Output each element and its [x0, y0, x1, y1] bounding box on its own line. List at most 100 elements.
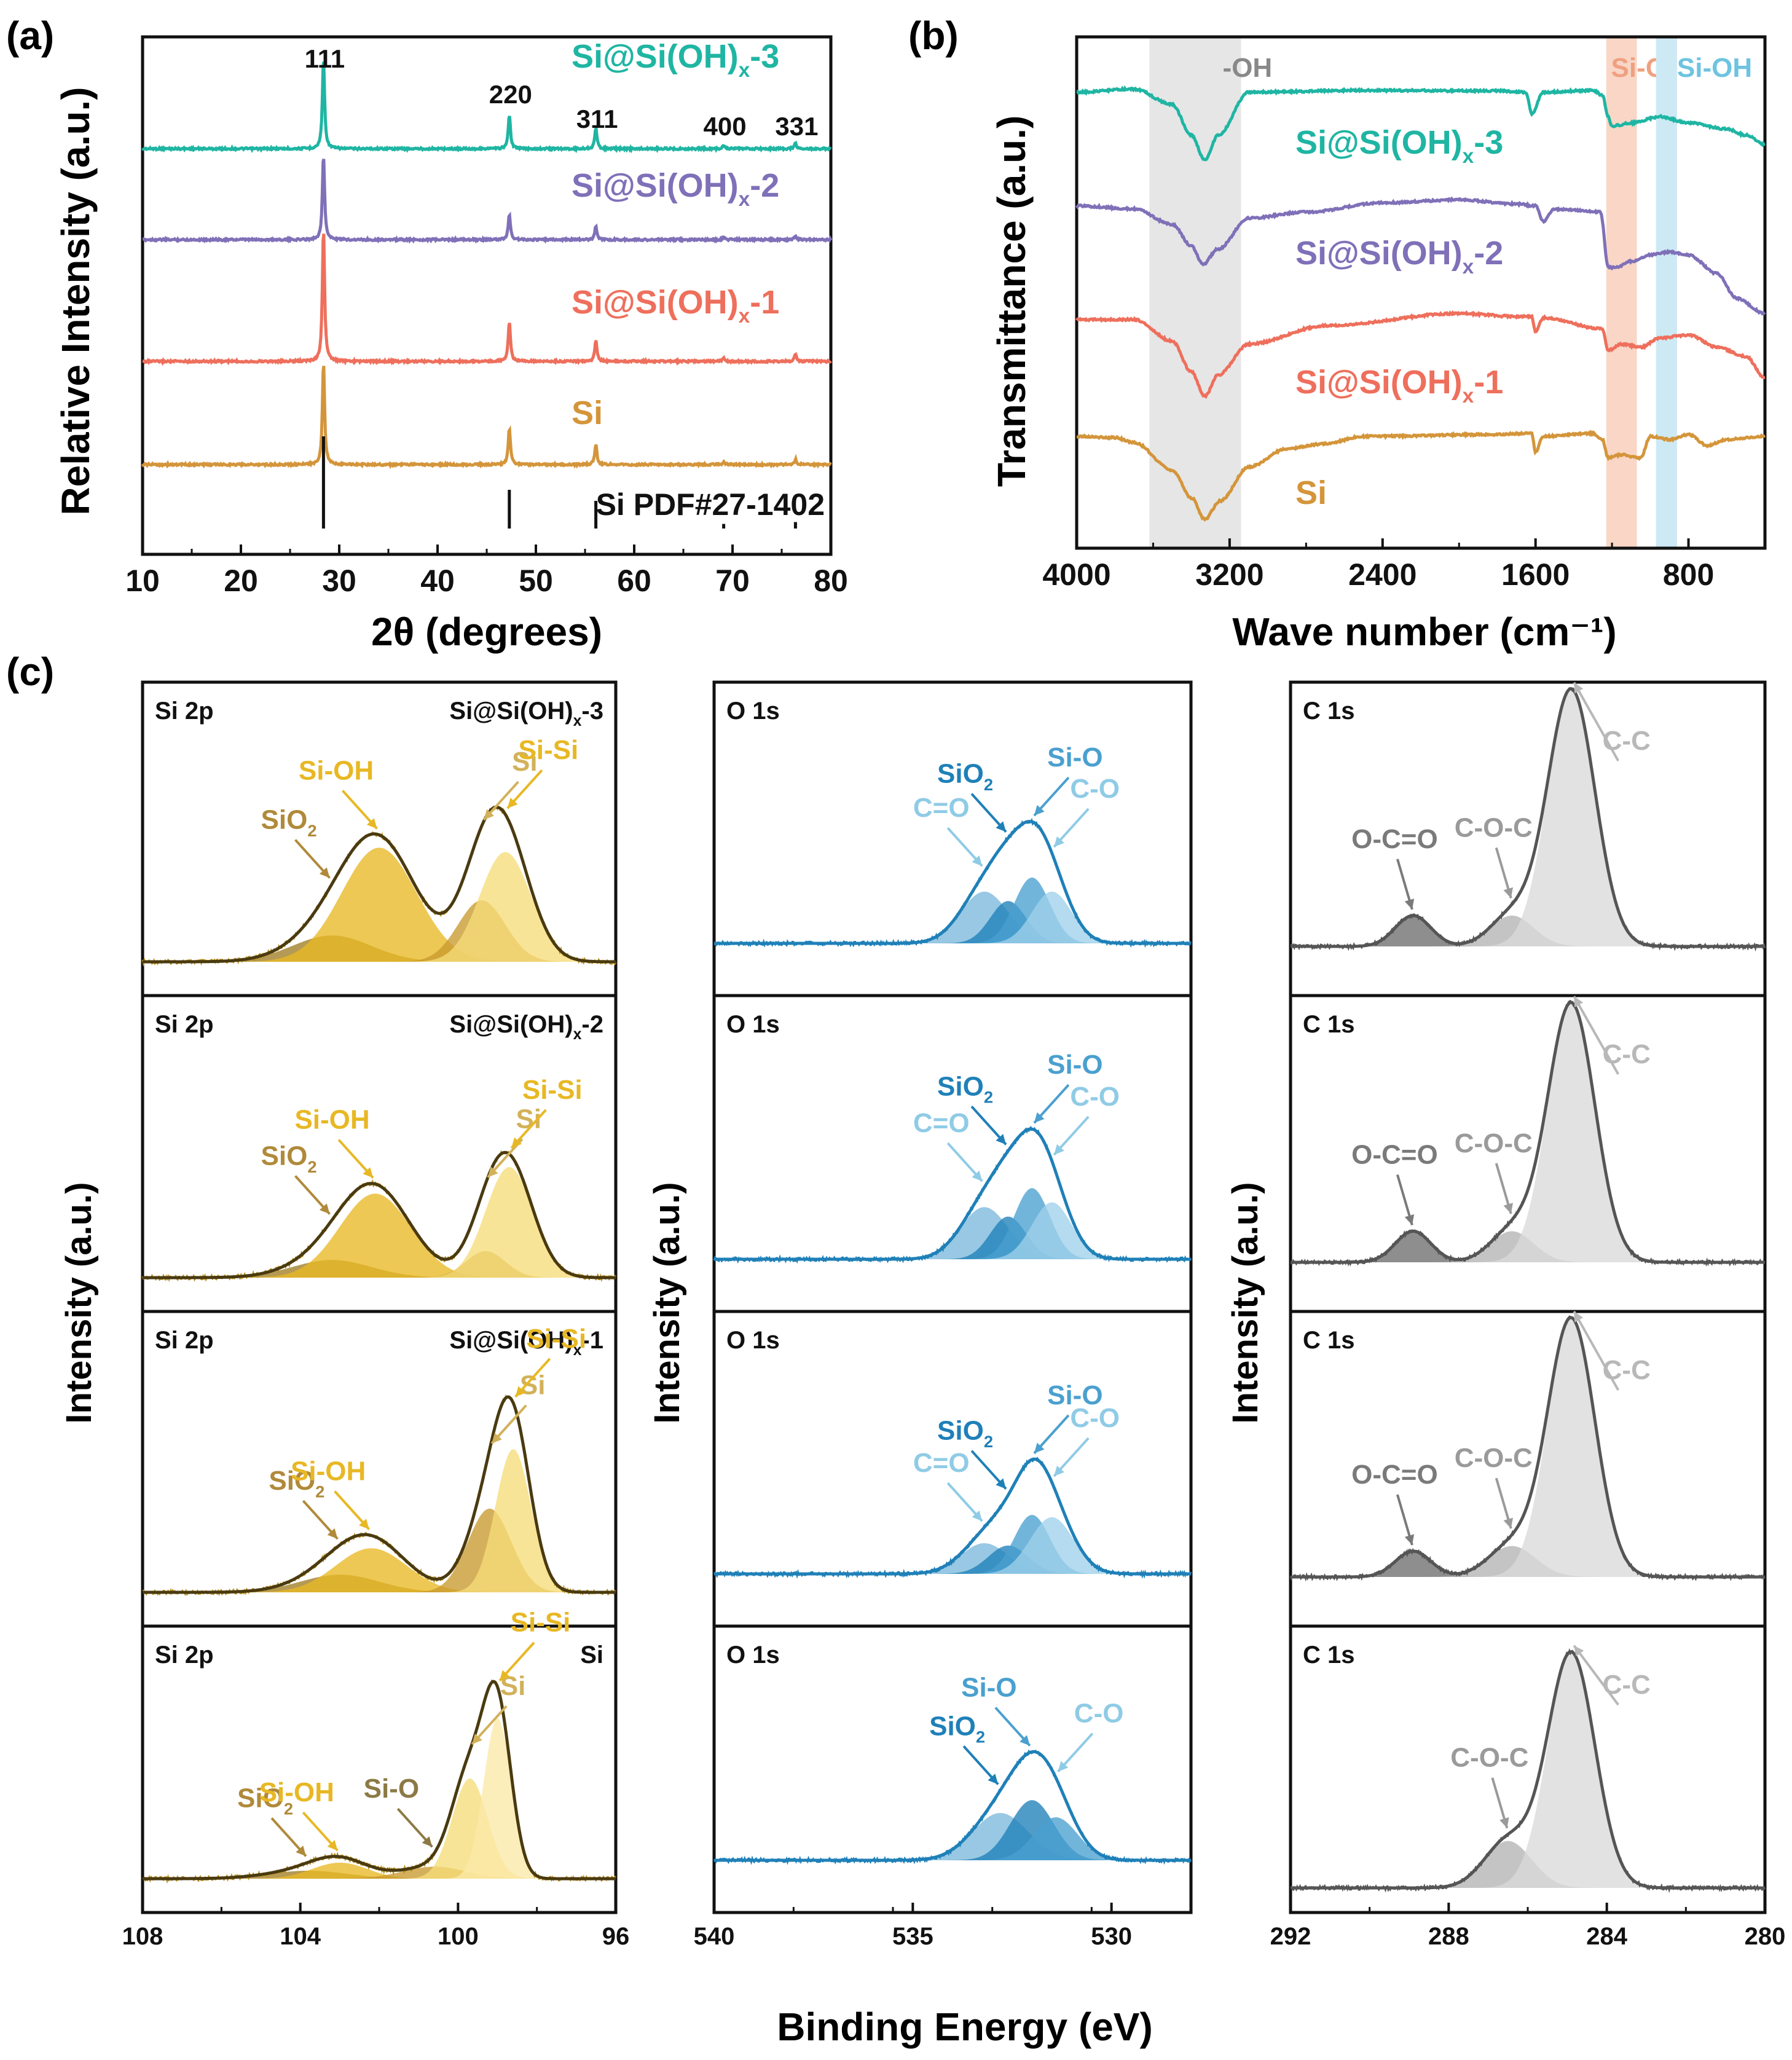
panel-b-series-label-3: Si — [1295, 474, 1327, 511]
panel-b-series-label-2-main: Si@Si(OH) — [1295, 364, 1463, 401]
panel-c-2-row-2-label-0-main: O-C=O — [1351, 1460, 1438, 1490]
panel-a-series-label-1-main: Si@Si(OH) — [572, 167, 739, 204]
panel-c-2-row-0-label-0-main: O-C=O — [1351, 824, 1438, 854]
panel-c-0-row-3-label-0-main: SiO — [237, 1783, 284, 1813]
panel-a-series-1 — [142, 159, 833, 244]
panel-letter-a: (a) — [6, 14, 54, 58]
panel-c-2-row-3-arrow-0 — [1491, 1777, 1509, 1829]
panel-c-1-row-1-arrow-2-head — [1034, 1112, 1045, 1123]
panel-c-2-xtick-label-2: 284 — [1586, 1923, 1627, 1950]
panel-c-1-row-3-envelope — [714, 1750, 1191, 1862]
panel-c-2-row-1-arrow-2 — [1573, 996, 1620, 1075]
panel-c-1-row-1-label-2-main: Si-O — [1047, 1050, 1102, 1080]
panel-c-1-row-0-arrow-2-head — [1034, 804, 1045, 816]
panel-c-0-row-1-arrow-0-head — [319, 1203, 330, 1214]
panel-c-1-row-0-comp-0 — [714, 891, 1191, 943]
panel-a-ref-label: Si PDF#27-1402 — [596, 487, 825, 522]
panel-c-2-row-0-envelope — [1291, 687, 1765, 948]
panel-a-ylabel: Relative Intensity (a.u.) — [53, 87, 98, 515]
panel-c-2-row-1-label-2-main: C-C — [1603, 1039, 1651, 1069]
panel-c-0-row-0-arrow-3 — [506, 769, 543, 809]
panel-c-2-row-3-label-1: C-C — [1603, 1670, 1651, 1700]
panel-c-2-row-1-comp-0 — [1291, 1231, 1765, 1262]
panel-c-0-row-1-sample-sub: x — [573, 1026, 582, 1043]
panel-b-frame — [1075, 35, 1767, 550]
panel-c-1-row-2-arrow-2 — [1033, 1414, 1070, 1455]
panel-c-2-row-1-label-0-main: O-C=O — [1351, 1139, 1438, 1170]
panel-c-2-row-1-label-1: C-O-C — [1455, 1128, 1533, 1158]
panel-c-1-row-0-arrow-2 — [1033, 776, 1070, 817]
panel-c-1-row-0-arrow-3-head — [1054, 836, 1064, 847]
panel-c-0-row-2-label-3: Si-Si — [526, 1324, 586, 1354]
panel-c-0-row-1-label-0-sub: 2 — [307, 1157, 316, 1176]
panel-a-series-label-2: Si@Si(OH)x-1 — [572, 284, 779, 328]
panel-c-1-row-2-title: O 1s — [726, 1327, 780, 1354]
panel-c-1-row-2-arrow-0 — [946, 1482, 983, 1522]
panel-c-0-row-3-comp-4 — [143, 1718, 616, 1879]
panel-c-0-row-0-label-0-sub: 2 — [307, 821, 316, 840]
panel-c-0-row-0-label-1-main: Si-OH — [299, 755, 374, 785]
panel-c-2-row-0-arrow-1-head — [1503, 887, 1513, 898]
panel-c-2-row-2-label-1-main: C-O-C — [1455, 1443, 1533, 1473]
panel-b-series-label-0-sub: x — [1463, 145, 1474, 168]
panel-c-0-row-1-label-1: Si-OH — [294, 1105, 369, 1135]
panel-c-0-row-3-label-4: Si-Si — [511, 1608, 571, 1638]
panel-c-0-row-0-envelope — [143, 805, 616, 964]
panel-c-xlabel: Binding Energy (eV) — [777, 2005, 1153, 2049]
panel-c-0-row-0-arrow-0 — [294, 839, 331, 879]
panel-c-0-row-0-arrow-1-head — [366, 818, 377, 829]
panel-c-0-row-1-arrow-1 — [337, 1139, 374, 1179]
panel-c-0-row-3-sample: Si — [580, 1641, 603, 1669]
panel-c-0-row-0-sample-suffix: -3 — [581, 698, 603, 725]
panel-c-o-ylabel: Intensity (a.u.) — [647, 1182, 687, 1423]
panel-c-2-row-3-label-0-main: C-O-C — [1450, 1743, 1528, 1773]
panel-c-xps: Intensity (a.u.) Intensity (a.u.) Intens… — [59, 680, 1785, 2049]
panel-a-xtick-label-1: 20 — [224, 564, 258, 598]
panel-c-2-row-0-arrow-2-head — [1574, 682, 1584, 694]
panel-b-xtick-label-0: 4000 — [1042, 557, 1110, 592]
panel-c-1-row-0-frame — [712, 680, 1193, 997]
panel-a-peak-label-1: 220 — [489, 80, 532, 109]
panel-c-0-row-3-arrow-1-head — [327, 1839, 338, 1851]
panel-c-2-row-2-label-2-main: C-C — [1603, 1355, 1651, 1385]
panel-c-0-row-0-sample-main: Si@Si(OH) — [449, 698, 573, 725]
panel-c-0-xtick-label-0: 108 — [122, 1923, 163, 1950]
panel-c-0-row-0-title: Si 2p — [155, 698, 214, 725]
panel-c-2-row-2-label-2: C-C — [1603, 1355, 1651, 1385]
panel-c-1-row-2-arrow-1-head — [996, 1478, 1007, 1489]
panel-c-1-row-2-label-0-main: C=O — [913, 1448, 970, 1478]
panel-c-2-row-2-label-1: C-O-C — [1455, 1443, 1533, 1473]
panel-a-series-2 — [142, 234, 832, 366]
panel-c-0-row-3-label-2: Si-O — [364, 1774, 419, 1804]
panel-c-0-row-3-label-1-main: Si-OH — [259, 1777, 334, 1807]
panel-c-0-row-2-sample: Si@Si(OH)x-1 — [449, 1327, 603, 1359]
panel-c-2-row-3: C 1s C-O-C C-C — [1289, 1624, 1767, 1914]
panel-c-2-row-1-title: C 1s — [1303, 1011, 1355, 1038]
panel-c-2-row-3-envelope — [1291, 1650, 1765, 1890]
panel-c-2-row-0-label-2: C-C — [1603, 726, 1651, 756]
panel-c-1-row-1-frame — [712, 994, 1193, 1313]
panel-c-1-xtick-label-0: 540 — [694, 1923, 735, 1950]
panel-c-1-row-2-comp-0 — [714, 1543, 1191, 1574]
panel-b-band-label-0: -OH — [1223, 53, 1273, 83]
panel-c-2-row-1: C 1s O-C=O C-O-C C-C — [1289, 994, 1767, 1313]
panel-c-0-row-2-arrow-1 — [334, 1490, 371, 1530]
panel-a-peak-label-0: 111 — [305, 44, 345, 73]
panel-c-0-row-0-comp-3 — [143, 852, 616, 962]
panel-c-1-row-3-title: O 1s — [726, 1641, 780, 1669]
panel-c-2-row-1-label-0: O-C=O — [1351, 1139, 1438, 1170]
panel-c-0-row-1-label-0: SiO2 — [261, 1141, 317, 1176]
panel-c-1-row-3-raw — [713, 1749, 1192, 1865]
panel-c-0-row-1-label-3-main: Si-Si — [522, 1075, 583, 1105]
panel-c-0-row-0-label-0: SiO2 — [261, 805, 317, 840]
panel-a-xtick-label-6: 70 — [715, 564, 750, 598]
panel-a-series-label-3: Si — [572, 395, 603, 431]
panel-b-xlabel: Wave number (cm⁻¹) — [1232, 610, 1616, 654]
panel-b-xtick-label-2: 2400 — [1348, 557, 1417, 592]
panel-c-1-row-3-arrow-1-head — [1020, 1735, 1030, 1746]
panel-c-1-row-3-arrow-2 — [1057, 1732, 1094, 1773]
panel-a-series-label-0-suffix: -3 — [750, 38, 779, 75]
panel-a-xtick-label-0: 10 — [125, 564, 160, 598]
panel-c-0-row-3-label-0-sub: 2 — [284, 1799, 293, 1818]
